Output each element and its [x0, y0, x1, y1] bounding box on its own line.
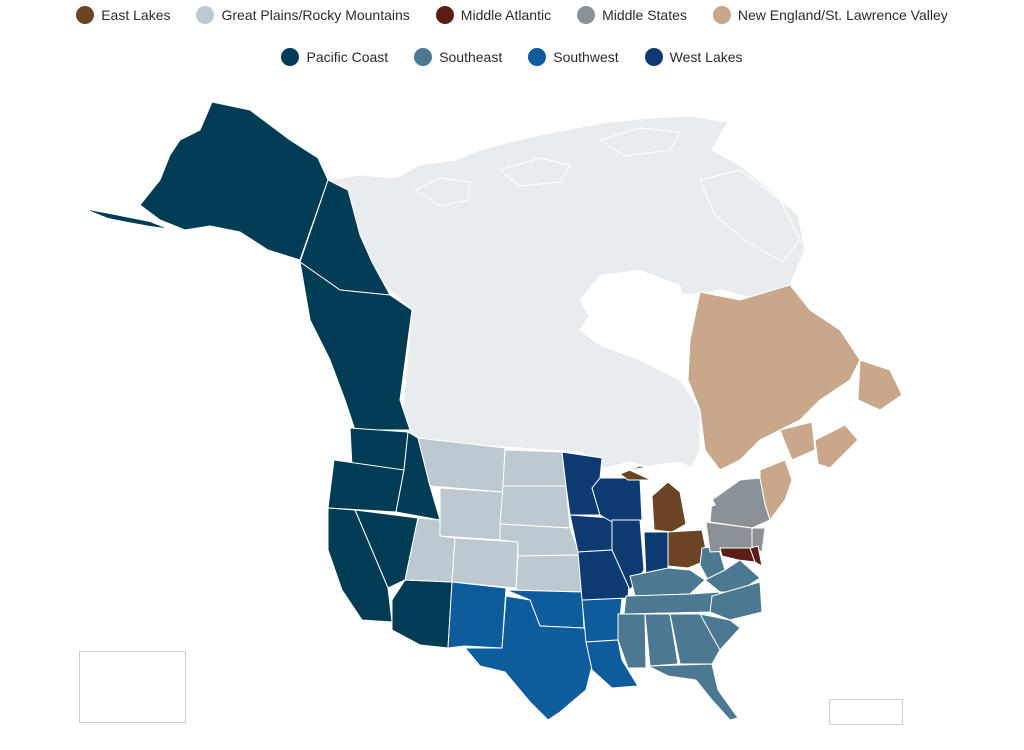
quebec-shape [687, 284, 861, 471]
legend-label: Southwest [553, 49, 619, 65]
legend-item-great-plains[interactable]: Great Plains/Rocky Mountains [196, 5, 410, 25]
legend-label: New England/St. Lawrence Valley [737, 7, 948, 23]
newfoundland-shape [857, 359, 903, 411]
legend-label: Middle Atlantic [460, 7, 552, 23]
legend-item-middle-states[interactable]: Middle States [577, 5, 687, 25]
legend-swatch-icon [712, 6, 731, 24]
colorado-shape [451, 537, 519, 589]
legend-row-2: Pacific Coast Southeast Southwest West L… [0, 47, 1024, 67]
great-lakes-shape [628, 462, 716, 512]
new-jersey-shape [751, 527, 766, 553]
delaware-shape [749, 545, 763, 567]
new-brunswick-shape [779, 421, 816, 461]
hawaii-inset [79, 651, 186, 723]
legend-label: Pacific Coast [306, 49, 389, 65]
texas-shape [464, 595, 597, 721]
legend-item-west-lakes[interactable]: West Lakes [644, 47, 743, 67]
arkansas-shape [581, 597, 623, 643]
legend-item-pacific-coast[interactable]: Pacific Coast [281, 47, 388, 67]
arctic-island-3-shape [599, 127, 681, 157]
legend-swatch-icon [76, 6, 95, 24]
legend-label: Middle States [602, 7, 687, 23]
arctic-island-2-shape [499, 157, 571, 187]
legend-swatch-icon [281, 48, 300, 66]
legend-item-east-lakes[interactable]: East Lakes [76, 5, 170, 25]
florida-shape [647, 663, 739, 721]
montana-shape [417, 437, 506, 493]
maryland-shape [719, 547, 756, 563]
alabama-shape [644, 613, 679, 667]
legend-label: Great Plains/Rocky Mountains [221, 7, 410, 23]
legend-swatch-icon [414, 48, 433, 66]
legend-swatch-icon [644, 48, 663, 66]
hudson-bay-shape [580, 270, 690, 355]
north-carolina-shape [709, 581, 763, 621]
georgia-shape [669, 613, 721, 665]
arizona-shape [391, 579, 453, 649]
virginia-shape [704, 559, 761, 593]
legend-label: West Lakes [669, 49, 743, 65]
legend-label: Southeast [439, 49, 503, 65]
california-shape [327, 507, 393, 623]
legend-item-southwest[interactable]: Southwest [528, 47, 619, 67]
south-dakota-shape [499, 485, 571, 529]
arctic-island-1-shape [414, 177, 471, 207]
kansas-shape [515, 554, 583, 593]
legend-swatch-icon [528, 48, 547, 66]
alaska-shape [139, 101, 329, 261]
legend-item-middle-atlantic[interactable]: Middle Atlantic [435, 5, 552, 25]
puerto-rico-inset [829, 699, 903, 725]
legend-label: East Lakes [101, 7, 171, 23]
wyoming-shape [439, 487, 504, 541]
british-columbia-shape [299, 261, 413, 431]
legend-swatch-icon [577, 6, 596, 24]
legend-swatch-icon [435, 6, 454, 24]
baffin-island-shape [699, 169, 801, 263]
michigan-shape [651, 481, 687, 533]
legend-swatch-icon [196, 6, 215, 24]
north-dakota-shape [502, 449, 567, 487]
legend-row-1: East Lakes Great Plains/Rocky Mountains … [0, 5, 1024, 25]
new-england-states-shape [759, 459, 793, 521]
iowa-shape [569, 514, 613, 553]
aleutian-islands-shape [88, 210, 165, 228]
nova-scotia-shape [814, 424, 859, 469]
new-mexico-shape [447, 581, 507, 649]
legend-item-new-england[interactable]: New England/St. Lawrence Valley [712, 5, 948, 25]
ohio-shape [667, 529, 709, 569]
legend-item-southeast[interactable]: Southeast [414, 47, 502, 67]
mississippi-shape [617, 613, 647, 669]
tennessee-shape [623, 591, 721, 615]
